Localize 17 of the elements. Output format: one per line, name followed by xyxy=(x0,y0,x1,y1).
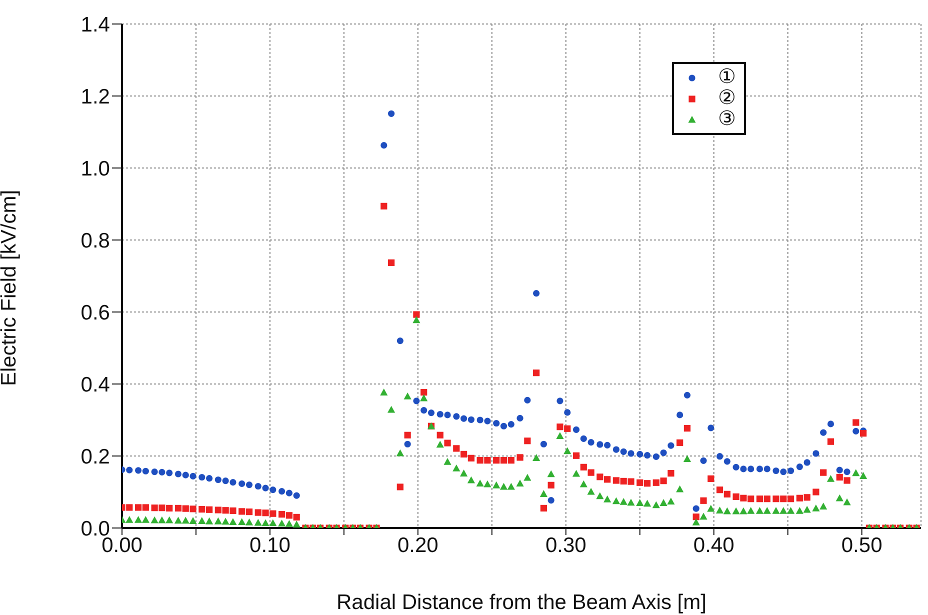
legend-label: ① xyxy=(718,66,736,88)
y-tick-label: 0.6 xyxy=(80,301,110,324)
legend-label: ③ xyxy=(718,108,736,130)
y-tick-label: 0.8 xyxy=(80,229,110,252)
y-tick-label: 0.2 xyxy=(80,445,110,468)
y-tick-label: 1.4 xyxy=(80,13,110,36)
y-tick-label: 0.4 xyxy=(80,373,110,396)
x-axis-title: Radial Distance from the Beam Axis [m] xyxy=(336,591,706,614)
y-axis-title: Electric Field [kV/cm] xyxy=(0,190,20,386)
x-tick-label: 0.50 xyxy=(841,534,882,557)
y-tick-label: 1.2 xyxy=(80,85,110,108)
legend-label: ② xyxy=(718,87,736,109)
x-tick-label: 0.40 xyxy=(693,534,734,557)
y-tick-label: 1.0 xyxy=(80,157,110,180)
x-tick-label: 0.20 xyxy=(397,534,438,557)
x-tick-label: 0.10 xyxy=(250,534,290,557)
x-tick-label: 0.30 xyxy=(545,534,586,557)
